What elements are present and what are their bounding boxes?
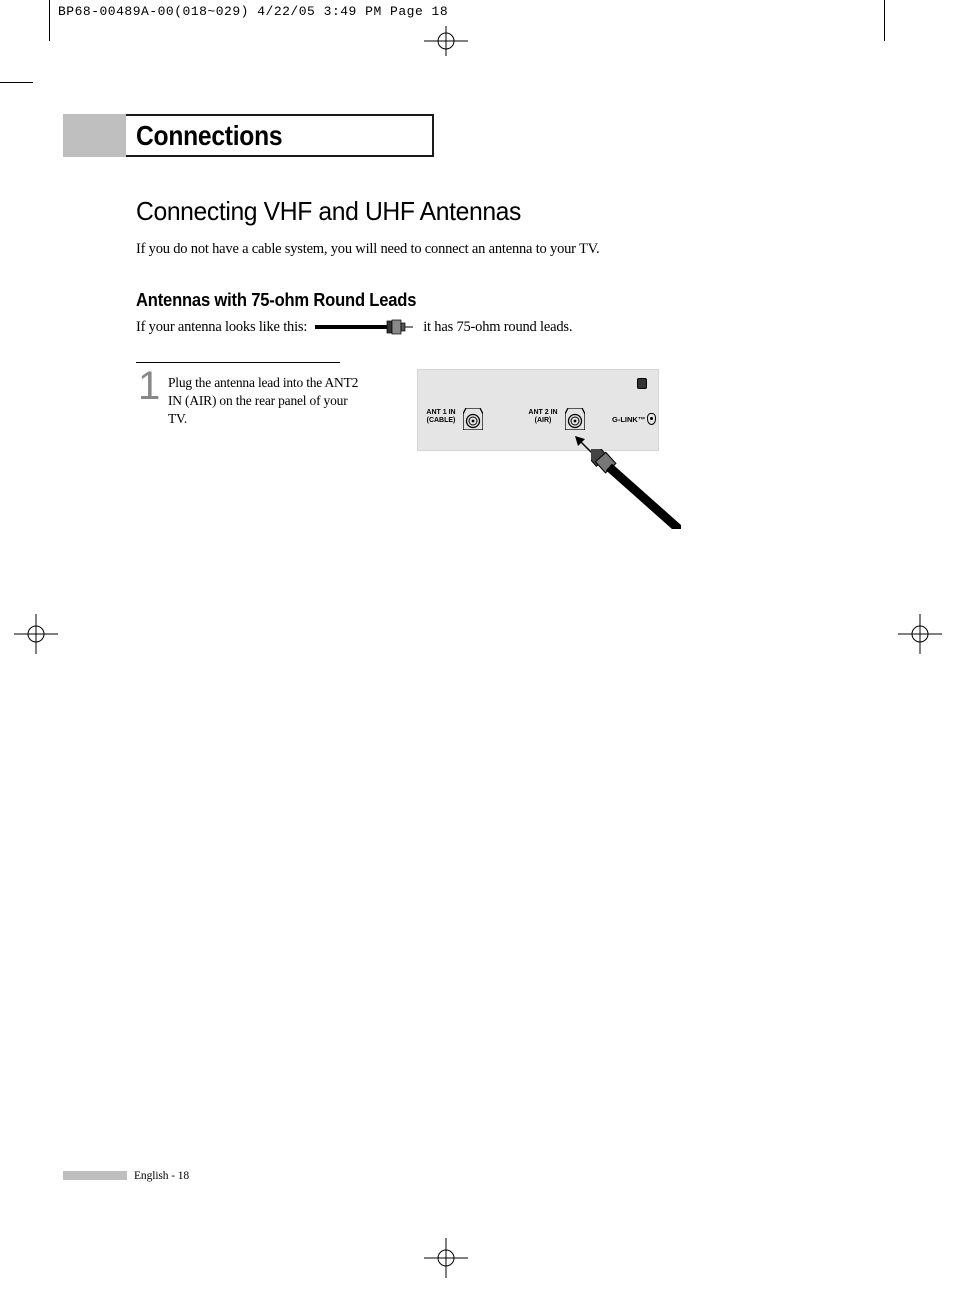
registration-mark-icon [898,614,942,654]
small-port-icon [637,378,647,389]
cable-icon [591,449,681,529]
section-title-text: Connections [136,120,282,152]
step-number: 1 [138,364,160,409]
registration-mark-icon [14,614,58,654]
section-title-bar: Connections [63,114,434,157]
title-bar-grey-block [63,114,126,157]
crop-mark [884,0,885,41]
rear-panel-diagram: ANT 1 IN(CABLE) ANT 2 IN(AIR) G-LINK™ [417,369,659,451]
page-heading: Connecting VHF and UHF Antennas [136,196,521,227]
crop-mark [49,0,50,41]
page-footer: English - 18 [134,1170,189,1182]
intro-paragraph: If you do not have a cable system, you w… [136,241,599,258]
crop-mark [0,82,33,83]
glink-port-icon [647,413,656,425]
antenna-text-post: it has 75-ohm round leads. [423,319,572,336]
footer-grey-bar [63,1171,127,1180]
antenna-text-pre: If your antenna looks like this: [136,319,307,336]
registration-mark-icon [424,26,468,56]
coax-port-icon [463,408,483,430]
registration-mark-icon [424,1238,468,1278]
ant2-label: ANT 2 IN(AIR) [526,409,560,425]
coax-connector-icon [315,317,415,337]
glink-label: G-LINK™ [612,416,645,424]
coax-port-icon [565,408,585,430]
step-instruction: Plug the antenna lead into the ANT2 IN (… [168,374,360,428]
title-bar-box: Connections [126,114,434,157]
ant1-label: ANT 1 IN(CABLE) [424,409,458,425]
step-divider-line [136,362,340,363]
print-header-text: BP68-00489A-00(018~029) 4/22/05 3:49 PM … [58,4,448,19]
subheading: Antennas with 75-ohm Round Leads [136,290,416,311]
antenna-sentence: If your antenna looks like this: it has … [136,317,572,337]
